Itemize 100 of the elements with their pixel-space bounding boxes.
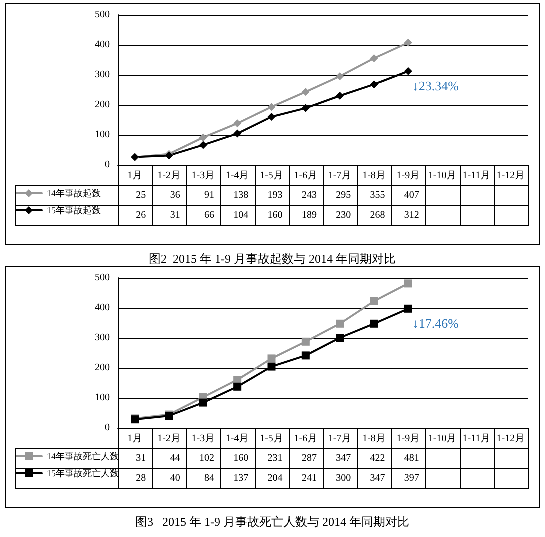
x-tick-label: 1-11月 xyxy=(462,434,491,444)
x-tick-label: 1-3月 xyxy=(192,170,216,182)
data-label: 287 xyxy=(289,448,324,468)
point xyxy=(404,280,412,288)
data-label: 397 xyxy=(392,468,426,488)
x-tick-label: 1-2月 xyxy=(158,170,181,182)
y-tick-label: 100 xyxy=(95,392,110,404)
x-tick-label: 1-12月 xyxy=(496,170,526,182)
data-label: 91 xyxy=(186,186,221,206)
x-tick-label: 1-12月 xyxy=(496,434,526,444)
point xyxy=(336,334,344,342)
x-tick-label: 1-10月 xyxy=(428,170,457,182)
data-label: 31 xyxy=(152,206,187,226)
data-label: 25 xyxy=(118,186,153,206)
data-label: 407 xyxy=(392,186,426,206)
data-label: 241 xyxy=(289,468,324,488)
point xyxy=(404,38,412,47)
point xyxy=(302,104,310,112)
y-tick-label: 0 xyxy=(105,422,110,434)
y-tick-label: 500 xyxy=(95,272,110,284)
x-tick-label: 1-6月 xyxy=(294,170,318,182)
point xyxy=(302,88,310,96)
data-label: 231 xyxy=(255,448,290,468)
annotation: ↓17.46% xyxy=(412,316,460,331)
x-tick-label: 1-6月 xyxy=(294,434,318,444)
data-label: 160 xyxy=(220,448,256,468)
x-tick-label: 1-5月 xyxy=(260,170,284,182)
data-label: 40 xyxy=(152,468,187,488)
point xyxy=(268,362,276,371)
y-tick-label: 400 xyxy=(95,40,110,50)
data-label: 104 xyxy=(220,206,256,226)
legend-label: 15年事故死亡人数 xyxy=(47,468,119,478)
legend-label: 14年事故起数 xyxy=(47,188,101,198)
annotation: ↓23.34% xyxy=(412,78,460,94)
x-tick-label: 1-3月 xyxy=(192,434,216,444)
point xyxy=(336,92,344,100)
x-tick-label: 1-4月 xyxy=(226,170,250,182)
data-label: 422 xyxy=(358,448,392,468)
text: 图3 2015 年 1-9 月事故死亡人数与 2014 年同期对比 xyxy=(136,515,410,529)
data-label: 36 xyxy=(152,186,187,206)
x-tick-label: 1-8月 xyxy=(362,170,386,182)
data-label: 28 xyxy=(118,468,153,488)
y-tick-label: 300 xyxy=(95,332,110,344)
point xyxy=(234,120,242,128)
text: 图2 2015 年 1-9 月事故起数与 2014 年同期对比 xyxy=(149,252,396,266)
data-label: 66 xyxy=(186,206,221,226)
x-tick-label: 1月 xyxy=(128,170,143,182)
x-tick-label: 1-9月 xyxy=(396,170,420,182)
data-label: 44 xyxy=(152,448,187,468)
point xyxy=(234,382,242,391)
data-label: 138 xyxy=(220,186,256,206)
data-label: 355 xyxy=(358,186,392,206)
point xyxy=(302,352,310,360)
point xyxy=(268,103,276,112)
legend-label: 14年事故死亡人数 xyxy=(47,452,119,462)
data-label: 300 xyxy=(323,468,358,488)
point xyxy=(370,54,378,62)
point xyxy=(199,141,208,150)
y-tick-label: 400 xyxy=(95,302,110,314)
data-label: 295 xyxy=(323,186,358,206)
x-tick-label: 1-11月 xyxy=(462,170,491,182)
y-tick-label: 200 xyxy=(95,362,110,374)
point xyxy=(268,113,276,121)
data-label: 347 xyxy=(323,448,358,468)
x-tick-label: 1-4月 xyxy=(226,434,250,444)
data-label: 31 xyxy=(118,448,153,468)
legend-label: 15年事故起数 xyxy=(47,206,101,216)
point xyxy=(370,80,378,89)
data-label: 481 xyxy=(392,448,426,468)
data-label: 26 xyxy=(118,206,153,226)
x-tick-label: 1-7月 xyxy=(328,170,352,182)
x-tick-label: 1-7月 xyxy=(328,434,352,444)
point xyxy=(336,72,344,80)
point xyxy=(302,338,310,346)
data-label: 137 xyxy=(220,468,256,488)
x-tick-label: 1-10月 xyxy=(428,434,457,444)
data-label: 312 xyxy=(392,206,426,226)
data-label: 102 xyxy=(186,448,221,468)
data-label: 84 xyxy=(186,468,221,488)
point xyxy=(336,320,344,328)
point xyxy=(370,320,378,328)
point xyxy=(199,398,208,407)
data-label: 268 xyxy=(358,206,392,226)
x-tick-label: 1-9月 xyxy=(396,434,420,444)
point xyxy=(199,134,208,142)
data-label: 347 xyxy=(358,468,392,488)
x-tick-label: 1-8月 xyxy=(362,434,386,444)
data-label: 193 xyxy=(255,186,290,206)
data-label: 189 xyxy=(289,206,324,226)
y-tick-label: 100 xyxy=(95,130,110,140)
y-tick-label: 0 xyxy=(105,160,110,170)
data-label: 230 xyxy=(323,206,358,226)
y-tick-label: 500 xyxy=(95,10,110,20)
point xyxy=(370,297,378,306)
data-label: 160 xyxy=(255,206,290,226)
y-tick-label: 300 xyxy=(95,70,110,80)
x-tick-label: 1月 xyxy=(128,434,143,444)
point xyxy=(234,130,242,138)
y-tick-label: 200 xyxy=(95,100,110,110)
data-label: 204 xyxy=(255,468,290,488)
